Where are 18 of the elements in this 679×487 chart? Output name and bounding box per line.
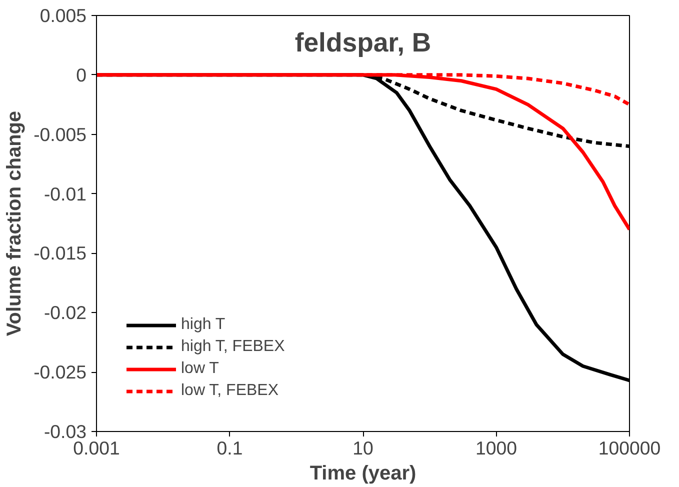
legend-label: low T, FEBEX — [181, 382, 279, 400]
y-tick-label: -0.005 — [34, 124, 87, 145]
y-axis-title: Volume fraction change — [4, 110, 26, 336]
legend-label: high T — [181, 316, 226, 334]
x-tick-label: 0.1 — [216, 438, 243, 458]
x-tick-label: 100000 — [598, 438, 661, 458]
y-tick-label: -0.015 — [34, 242, 87, 264]
y-tick-label: 0.005 — [40, 5, 86, 26]
y-tick-label: -0.02 — [44, 302, 87, 324]
x-axis-title: Time (year) — [310, 462, 416, 484]
legend-label: low T — [181, 360, 219, 378]
y-tick-label: -0.025 — [34, 362, 87, 383]
y-tick-label: 0 — [76, 64, 87, 86]
x-tick-label: 1000 — [476, 438, 518, 458]
y-tick-label: -0.01 — [44, 183, 87, 204]
legend-label: high T, FEBEX — [181, 338, 285, 356]
text: feldspar, B — [294, 28, 432, 58]
x-tick-label: 10 — [352, 438, 374, 458]
